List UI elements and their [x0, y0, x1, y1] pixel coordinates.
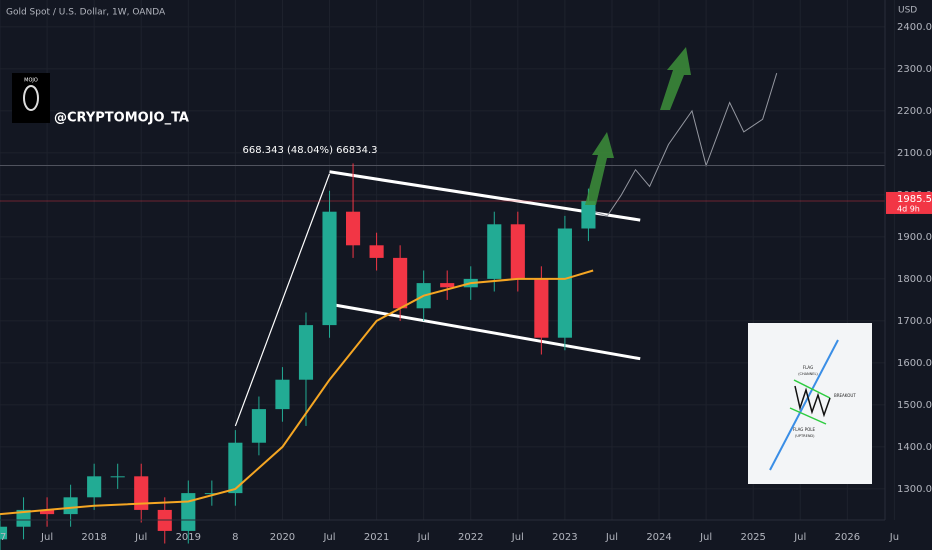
inset-label: (CHANNEL)	[798, 372, 818, 376]
arrow	[585, 132, 614, 205]
countdown: 4d 9h	[897, 204, 920, 213]
candle-body	[87, 476, 102, 498]
inset-line	[769, 339, 839, 471]
candle-body	[251, 409, 266, 443]
candle-body	[581, 200, 596, 229]
x-tick-label: Jul	[417, 532, 430, 543]
candle-body	[369, 245, 384, 258]
x-tick-label: 2026	[835, 532, 860, 543]
inset-label: FLAG	[803, 365, 813, 370]
candle-body	[322, 211, 337, 326]
drawing	[592, 72, 778, 217]
inset-label: FLAG POLE	[793, 427, 815, 432]
candle-body	[110, 476, 125, 478]
inset-label: (UPTREND)	[795, 434, 815, 438]
x-tick-label: 2021	[364, 532, 389, 543]
price-tag	[886, 191, 932, 214]
x-tick-label: 2024	[646, 532, 671, 543]
candle-body	[204, 493, 219, 495]
y-tick-label: 2400.000	[897, 22, 932, 33]
y-tick-label: 1300.000	[897, 484, 932, 495]
x-tick-label: Jul	[322, 532, 335, 543]
candle-body	[298, 325, 314, 380]
y-tick-label: 1600.000	[897, 358, 932, 369]
y-tick-label: 2300.000	[897, 64, 932, 75]
candle-body	[0, 526, 8, 540]
candle-body	[181, 493, 196, 531]
candle-body	[134, 476, 149, 510]
arrow	[660, 47, 691, 110]
inset-line	[793, 379, 831, 399]
y-tick-label: 1500.000	[897, 400, 932, 411]
watermark: @CRYPTOMOJO_TA	[54, 111, 189, 126]
y-tick-label: 1700.000	[897, 316, 932, 327]
x-tick-label: Jul	[511, 532, 524, 543]
logo-text: MOJO	[24, 78, 38, 84]
measure-label: 668.343 (48.04%) 66834.3	[243, 145, 378, 156]
candle-body	[510, 224, 525, 279]
x-tick-label: Ju	[889, 532, 899, 543]
candle-body	[275, 379, 290, 410]
x-tick-label: 8	[232, 532, 238, 543]
x-tick-label: Jul	[699, 532, 712, 543]
x-tick-label: Jul	[793, 532, 806, 543]
x-tick-label: 2019	[176, 532, 201, 543]
candle-body	[63, 497, 78, 515]
candle-body	[40, 509, 55, 515]
candle-body	[345, 211, 361, 246]
candle-body	[228, 442, 243, 494]
inset-label: BREAKOUT	[834, 393, 856, 398]
y-tick-label: 1400.000	[897, 442, 932, 453]
y-tick-label: 1900.000	[897, 232, 932, 243]
x-tick-label: Jul	[605, 532, 618, 543]
candle-body	[393, 257, 408, 309]
logo	[12, 73, 50, 123]
inset-line	[789, 407, 827, 425]
drawing	[234, 173, 331, 427]
logo-icon	[23, 85, 39, 111]
x-tick-label: 2020	[270, 532, 295, 543]
inset: FLAG (CHANNEL) BREAKOUT FLAG POLE (UPTRE…	[748, 323, 872, 484]
candle-body	[534, 278, 549, 338]
candle-body	[487, 224, 502, 279]
y-tick-label: 2100.000	[897, 148, 932, 159]
y-tick-label: 1800.000	[897, 274, 932, 285]
chart-title: Gold Spot / U.S. Dollar, 1W, OANDA	[6, 8, 166, 18]
candle-body	[440, 283, 455, 288]
x-tick-label: 2023	[552, 532, 577, 543]
candle-body	[557, 228, 572, 338]
x-tick-label: 2018	[81, 532, 106, 543]
x-tick-label: 2025	[740, 532, 765, 543]
inset-flag	[794, 385, 831, 418]
x-tick-label: Jul	[40, 532, 53, 543]
candle-body	[16, 509, 31, 527]
y-tick-label: 2200.000	[897, 106, 932, 117]
x-tick-label: 17	[0, 532, 6, 543]
price-tag-label: 1985.565	[897, 194, 932, 205]
drawing	[329, 302, 641, 361]
currency: USD	[898, 6, 917, 16]
x-tick-label: 2022	[458, 532, 483, 543]
moving-average	[0, 269, 594, 516]
x-tick-label: Jul	[134, 532, 147, 543]
